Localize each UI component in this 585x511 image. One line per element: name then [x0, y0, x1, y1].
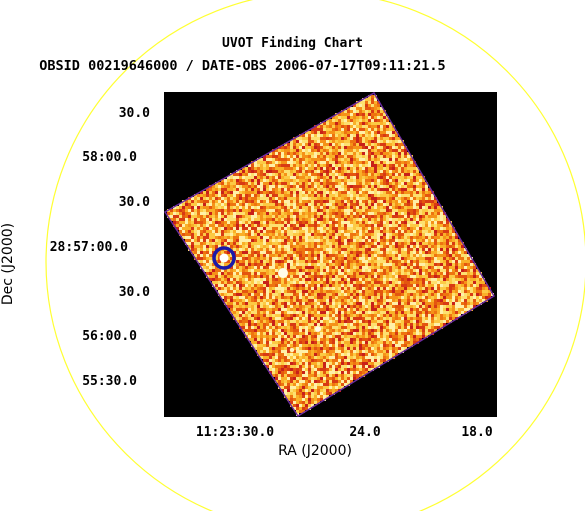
exposure-field [167, 95, 494, 416]
x-axis-label: RA (J2000) [278, 443, 352, 459]
dec-tick-label: 30.0 [118, 195, 150, 210]
field-star-3 [289, 347, 295, 353]
field-star-1 [278, 268, 288, 278]
y-axis-label: Dec (J2000) [0, 222, 16, 306]
ra-tick-label: 24.0 [349, 425, 381, 440]
ra-tick-label: 18.0 [461, 425, 493, 440]
dec-tick-label: 30.0 [118, 106, 150, 121]
dec-tick-label: 58:00.0 [82, 150, 137, 165]
chart-title: UVOT Finding Chart [222, 36, 363, 51]
dec-tick-label: 55:30.0 [82, 374, 137, 389]
target-source [219, 253, 229, 263]
field-star-2 [315, 326, 321, 332]
dec-tick-label: 56:00.0 [82, 329, 137, 344]
ra-tick-label: 11:23:30.0 [195, 425, 275, 440]
dec-tick-label: 28:57:00.0 [49, 240, 128, 255]
chart-subtitle: OBSID 00219646000 / DATE-OBS 2006-07-17T… [39, 58, 446, 74]
field-of-view-circle [45, 0, 585, 511]
dec-tick-label: 30.0 [118, 285, 150, 300]
exposure-edge [164, 92, 495, 417]
source-marker-ring [212, 246, 236, 270]
